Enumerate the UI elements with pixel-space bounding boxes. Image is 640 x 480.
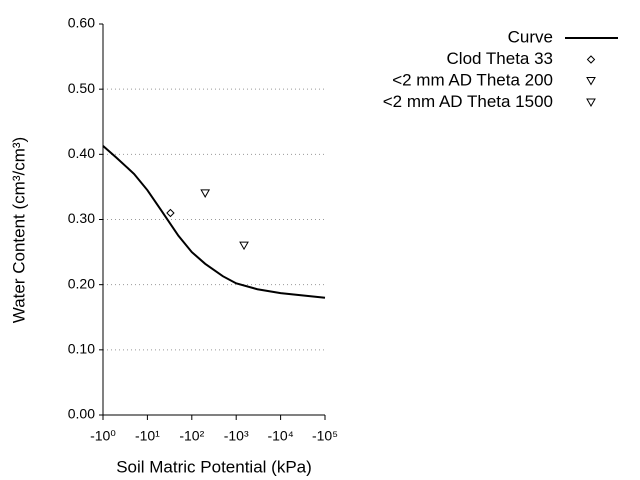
y-tick-label: 0.10	[68, 341, 95, 357]
x-tick-label: -10⁵	[312, 428, 338, 444]
legend-marker	[586, 98, 596, 108]
y-tick-label: 0.30	[68, 210, 95, 226]
x-tick-label: -10³	[224, 428, 249, 444]
x-tick-label: -10⁰	[90, 428, 116, 444]
y-tick-label: 0.40	[68, 145, 95, 161]
legend-label: <2 mm AD Theta 1500	[383, 92, 553, 111]
y-axis-label: Water Content (cm³/cm³)	[9, 137, 28, 323]
point	[239, 241, 249, 251]
x-axis-label: Soil Matric Potential (kPa)	[116, 457, 312, 476]
y-tick-label: 0.20	[68, 275, 95, 291]
legend-label: Curve	[508, 27, 553, 46]
y-tick-label: 0.00	[68, 406, 95, 422]
y-tick-label: 0.50	[68, 80, 95, 96]
x-tick-label: -10¹	[135, 428, 160, 444]
legend-marker	[586, 55, 596, 64]
curve	[102, 145, 326, 299]
x-tick-label: -10⁴	[267, 428, 293, 444]
legend-label: <2 mm AD Theta 200	[392, 70, 553, 89]
x-tick-label: -10²	[179, 428, 204, 444]
y-tick-label: 0.60	[68, 15, 95, 31]
legend-marker	[586, 77, 596, 86]
legend-label: Clod Theta 33	[447, 49, 553, 68]
point	[200, 189, 211, 198]
point	[166, 208, 175, 218]
